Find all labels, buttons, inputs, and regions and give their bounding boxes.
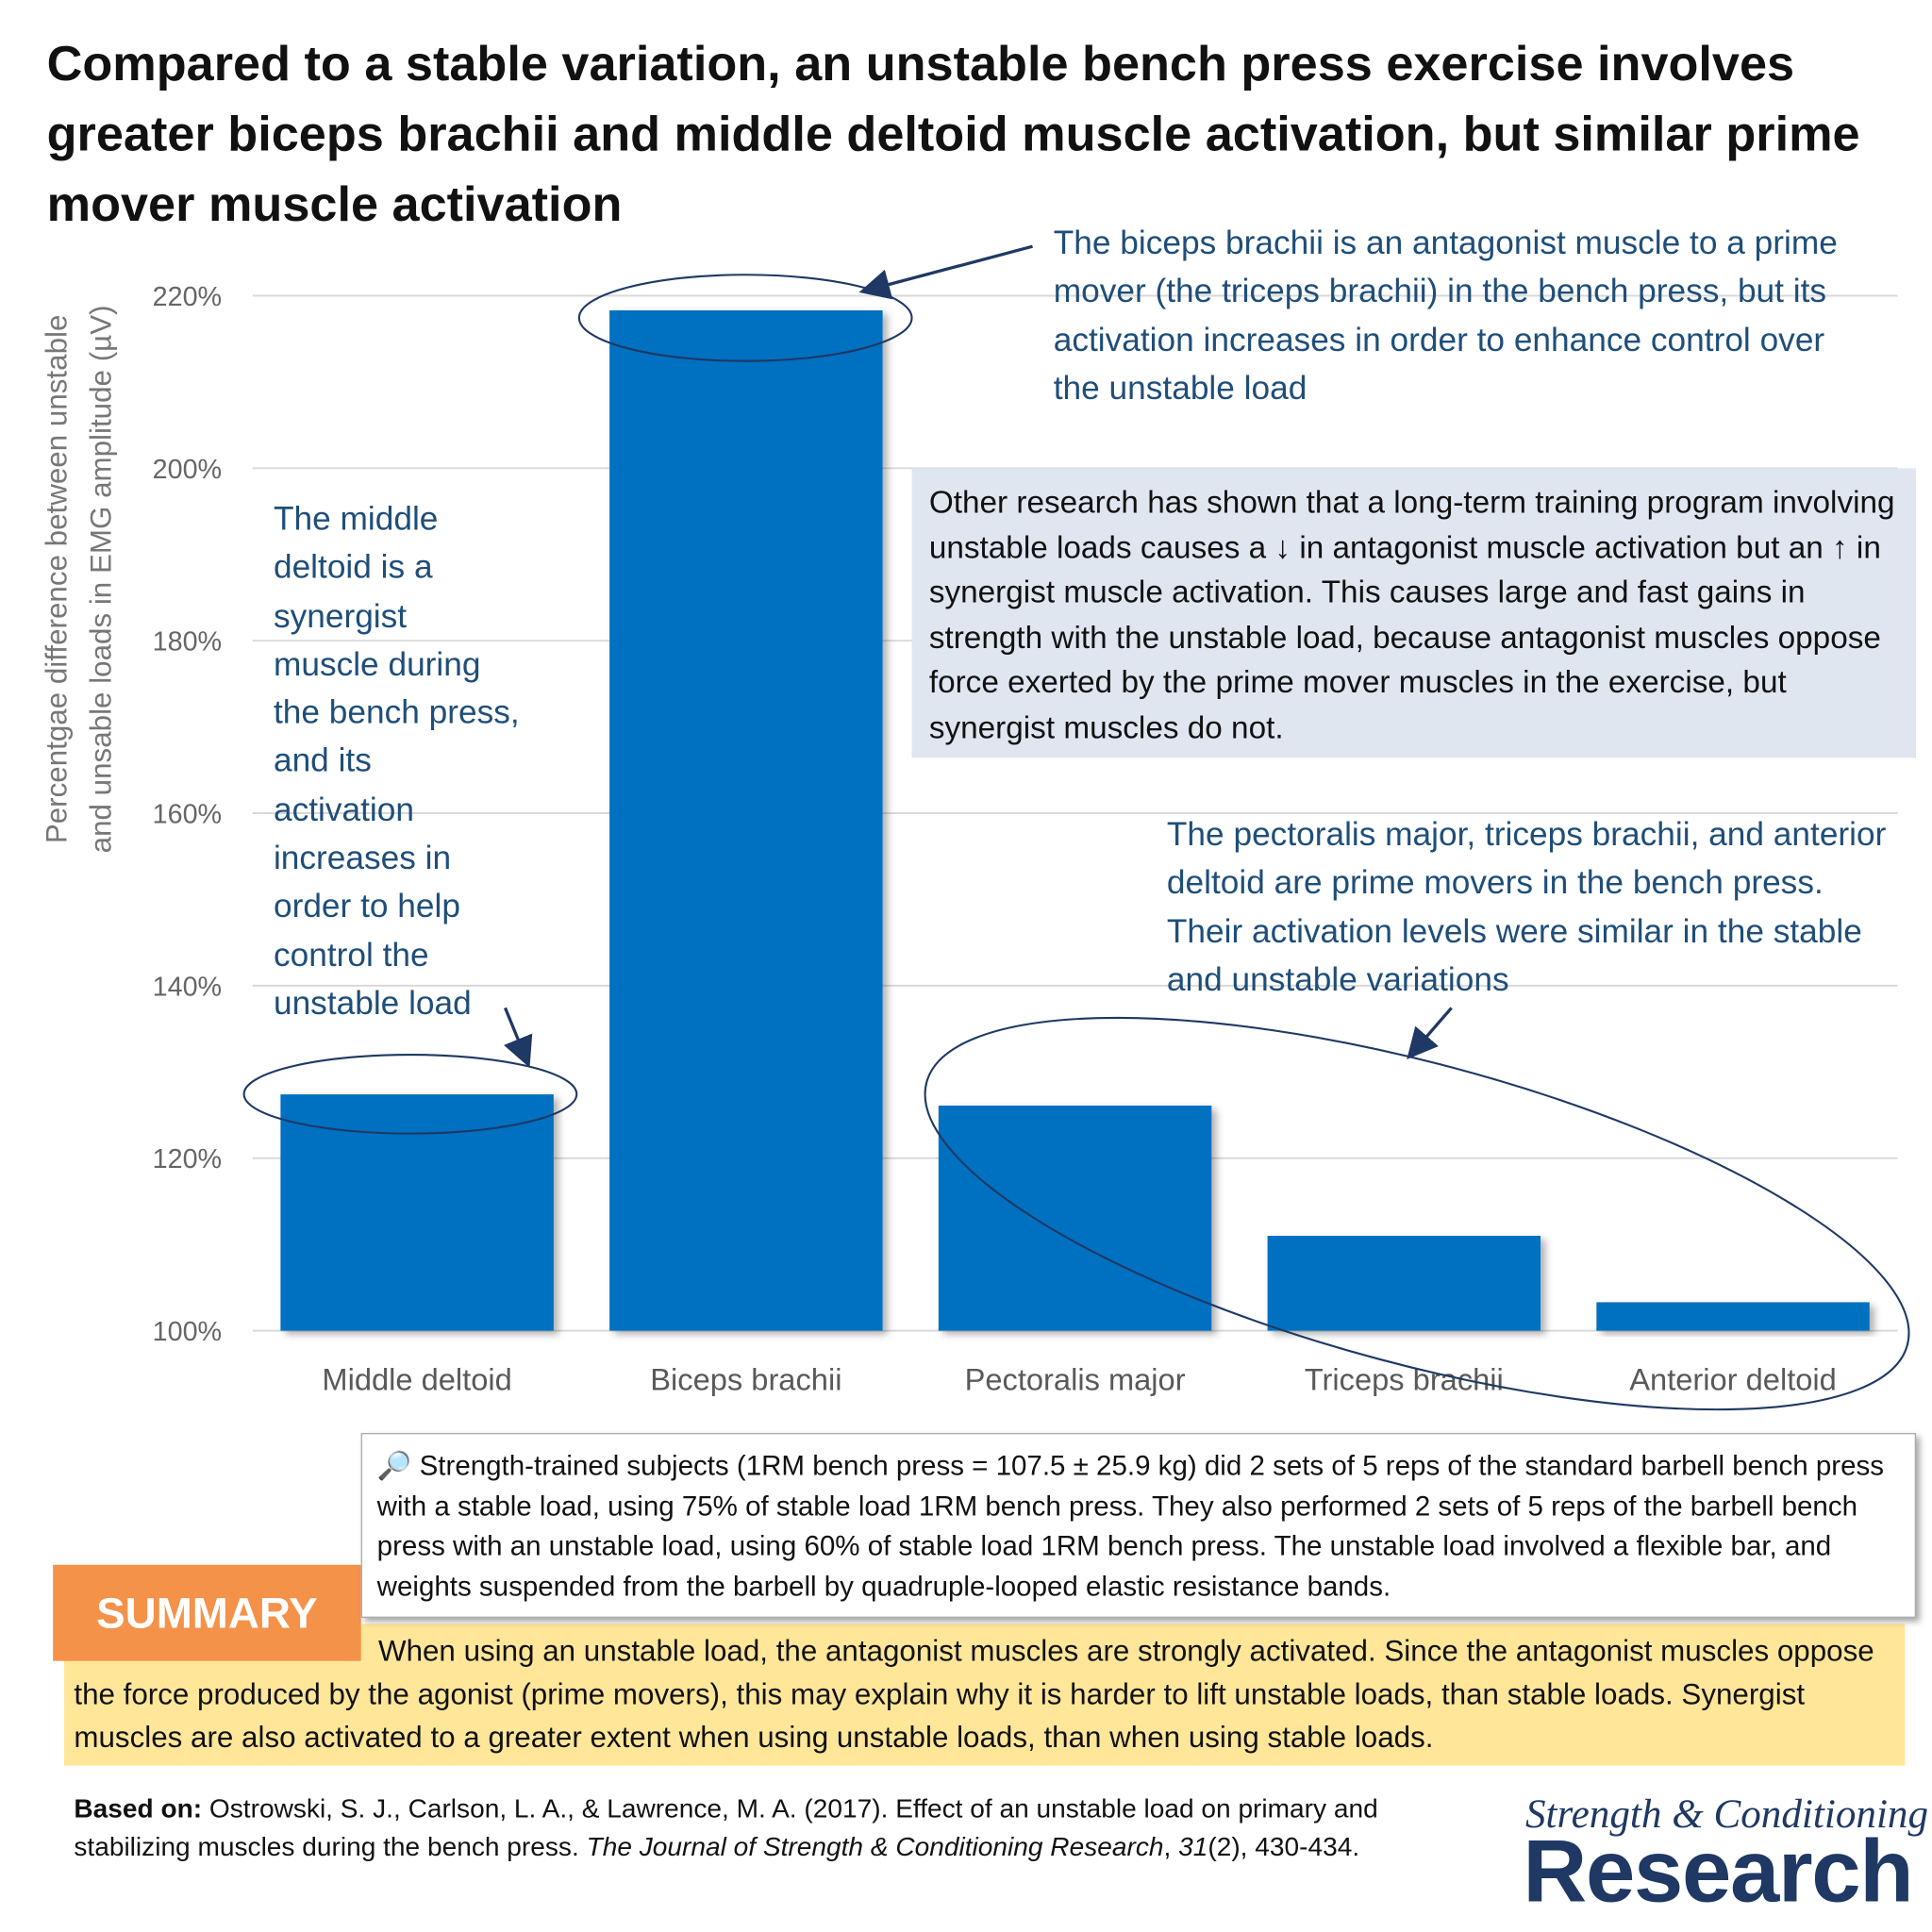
y-tick-label: 100% [153, 1317, 222, 1347]
title: Compared to a stable variation, an unsta… [46, 37, 1860, 232]
x-tick-label: Biceps brachii [650, 1361, 841, 1396]
y-tick-label: 140% [153, 972, 222, 1002]
annotation: The middle deltoid is a synergist muscle… [273, 500, 520, 1022]
bar [609, 310, 883, 1331]
citation-label: Based on: [74, 1793, 203, 1824]
x-tick-label: Triceps brachii [1305, 1361, 1504, 1396]
y-tick-label: 220% [153, 282, 222, 312]
citation-text: , [1163, 1832, 1179, 1862]
y-tick-label: 120% [153, 1144, 222, 1174]
y-tick-label: 160% [153, 799, 222, 829]
annotation: The biceps brachii is an antagonist musc… [1053, 224, 1838, 407]
bar [280, 1094, 554, 1331]
summary-text: When using an unstable load, the antagon… [63, 1624, 1906, 1766]
summary-label: SUMMARY [53, 1564, 361, 1661]
citation-text: Ostrowski, S. J., Carlson, L. A., & Lawr… [74, 1793, 1378, 1862]
citation: Based on: Ostrowski, S. J., Carlson, L. … [74, 1790, 1454, 1867]
info-box: Other research has shown that a long-ter… [911, 468, 1917, 758]
x-tick-label: Pectoralis major [965, 1361, 1186, 1396]
citation-text: (2), 430-434. [1208, 1832, 1360, 1862]
y-tick-label: 180% [153, 627, 222, 658]
citation-text: The Journal of Strength & Conditioning R… [586, 1832, 1164, 1862]
bar [1267, 1236, 1541, 1331]
y-tick-label: 200% [153, 455, 222, 485]
bar [938, 1105, 1212, 1331]
bar [1596, 1302, 1870, 1331]
methods-box: 🔎 Strength-trained subjects (1RM bench p… [360, 1433, 1917, 1618]
logo-top: Strength & Conditioning [1524, 1792, 1929, 1838]
citation-text: 31 [1178, 1832, 1208, 1862]
x-tick-label: Anterior deltoid [1629, 1361, 1837, 1396]
x-tick-label: Middle deltoid [322, 1361, 511, 1396]
logo-bottom: Research [1523, 1822, 1913, 1922]
annotation: The pectoralis major, triceps brachii, a… [1166, 815, 1887, 998]
